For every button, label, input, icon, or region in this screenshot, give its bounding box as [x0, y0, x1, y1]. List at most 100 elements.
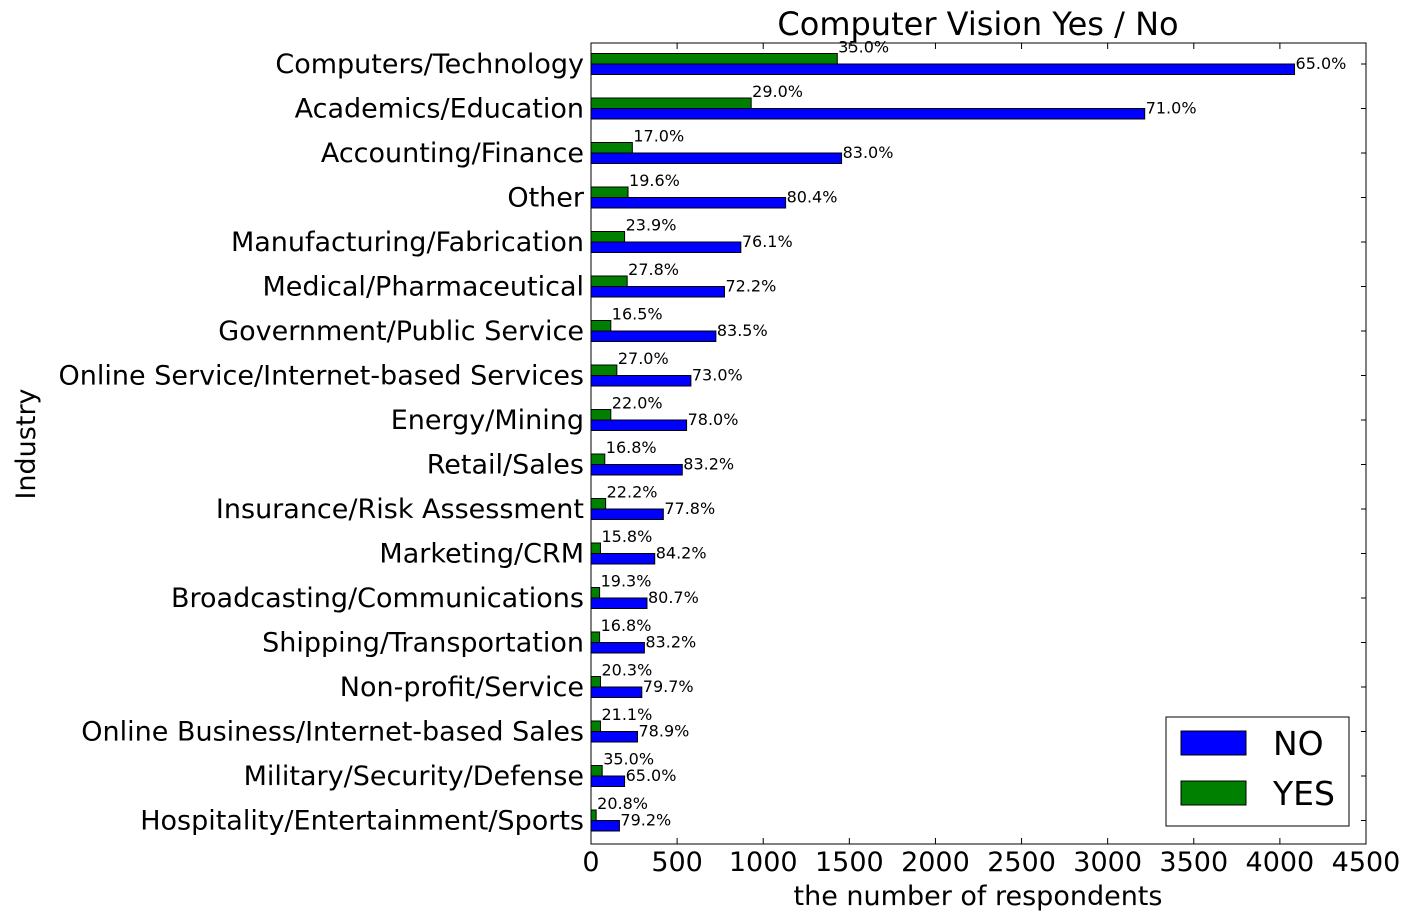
legend-label: NO	[1273, 724, 1324, 763]
bar-yes	[590, 587, 601, 599]
bar-no	[590, 686, 643, 698]
y-axis-label: Industry	[11, 388, 42, 499]
category-label: Academics/Education	[295, 94, 584, 125]
bar-yes	[590, 453, 606, 465]
data-label-no: 83.2%	[645, 633, 696, 652]
data-label-yes: 20.8%	[597, 794, 648, 813]
bar-yes	[590, 231, 626, 243]
bar-no	[590, 197, 787, 209]
data-label-yes: 23.9%	[626, 216, 677, 235]
legend-box	[1165, 716, 1350, 827]
bar-no	[590, 330, 717, 342]
category-label: Broadcasting/Communications	[171, 583, 584, 614]
bar-yes	[590, 676, 601, 688]
data-label-no: 79.7%	[643, 677, 694, 696]
bar-no	[590, 597, 648, 609]
data-label-no: 83.0%	[843, 143, 894, 162]
x-tick-label: 500	[651, 847, 703, 878]
bar-no	[590, 508, 664, 520]
bar-yes	[590, 498, 607, 510]
plot-frame	[590, 42, 1367, 845]
chart-title: Computer Vision Yes / No	[777, 5, 1178, 43]
bar-yes	[590, 53, 838, 65]
category-label: Energy/Mining	[391, 405, 584, 436]
data-label-no: 78.9%	[639, 722, 690, 741]
bar-no	[590, 419, 688, 431]
category-label: Accounting/Finance	[321, 138, 584, 169]
data-label-no: 65.0%	[626, 766, 677, 785]
category-label: Online Business/Internet-based Sales	[81, 717, 584, 748]
bar-yes	[590, 765, 603, 777]
data-label-yes: 16.8%	[601, 616, 652, 635]
bar-no	[590, 642, 645, 654]
bar-yes	[590, 97, 752, 109]
data-label-no: 84.2%	[656, 544, 707, 563]
x-tick-label: 4000	[1246, 847, 1315, 878]
bar-no	[590, 375, 692, 387]
bar-no	[590, 464, 683, 476]
bar-no	[590, 63, 1296, 75]
bar-no	[590, 553, 656, 565]
plot-area: Computers/Technology 35.0% 65.0% Academics/…	[59, 38, 1401, 879]
x-axis-label: the number of respondents	[794, 881, 1163, 912]
legend: NO YES	[1165, 716, 1350, 827]
data-label-no: 83.2%	[683, 455, 734, 474]
x-tick-label: 1000	[729, 847, 798, 878]
category-label: Manufacturing/Fabrication	[231, 227, 584, 258]
x-tick-label: 4500	[1332, 847, 1401, 878]
x-tick-label: 3500	[1159, 847, 1228, 878]
category-label: Other	[507, 183, 585, 214]
data-label-yes: 20.3%	[601, 661, 652, 680]
data-label-yes: 16.5%	[612, 305, 663, 324]
category-label: Non-profit/Service	[340, 672, 584, 703]
data-label-yes: 19.3%	[601, 572, 652, 591]
x-tick-label: 1500	[815, 847, 884, 878]
bar-yes	[590, 542, 601, 554]
bar-yes	[590, 720, 601, 732]
data-label-no: 78.0%	[688, 410, 739, 429]
category-label: Computers/Technology	[275, 49, 584, 80]
bar-no	[590, 820, 620, 832]
data-label-yes: 27.0%	[618, 349, 669, 368]
data-label-yes: 29.0%	[752, 82, 803, 101]
x-tick-label: 0	[582, 847, 599, 878]
legend-swatch	[1180, 780, 1247, 806]
bar-yes	[590, 809, 597, 821]
data-label-yes: 22.0%	[612, 394, 663, 413]
category-label: Insurance/Risk Assessment	[216, 494, 584, 525]
data-label-yes: 27.8%	[628, 260, 679, 279]
category-label: Medical/Pharmaceutical	[263, 272, 585, 303]
data-label-no: 71.0%	[1146, 99, 1197, 118]
bar-yes	[590, 275, 628, 287]
bar-no	[590, 286, 725, 298]
bar-yes	[590, 320, 612, 332]
category-label: Shipping/Transportation	[262, 628, 584, 659]
category-label: Online Service/Internet-based Services	[59, 361, 584, 392]
data-label-no: 80.7%	[648, 588, 699, 607]
legend-swatch	[1180, 730, 1247, 756]
bar-no	[590, 241, 742, 253]
data-label-yes: 16.8%	[606, 438, 657, 457]
bar-yes	[590, 186, 629, 198]
category-label: Government/Public Service	[218, 316, 584, 347]
legend-label: YES	[1272, 774, 1335, 813]
data-label-no: 83.5%	[717, 321, 768, 340]
category-label: Hospitality/Entertainment/Sports	[140, 806, 584, 837]
data-label-yes: 17.0%	[633, 127, 684, 146]
data-label-yes: 35.0%	[838, 38, 889, 57]
category-label: Marketing/CRM	[379, 539, 584, 570]
data-label-no: 79.2%	[620, 811, 671, 830]
category-label: Retail/Sales	[427, 450, 584, 481]
bar-no	[590, 775, 626, 787]
x-tick-label: 2000	[901, 847, 970, 878]
data-label-no: 72.2%	[725, 277, 776, 296]
data-label-yes: 19.6%	[629, 171, 680, 190]
bar-yes	[590, 631, 601, 643]
data-label-no: 76.1%	[742, 232, 793, 251]
x-tick-label: 2500	[987, 847, 1056, 878]
data-label-no: 80.4%	[787, 188, 838, 207]
bar-no	[590, 731, 638, 743]
data-label-yes: 22.2%	[607, 483, 658, 502]
data-label-no: 73.0%	[692, 366, 743, 385]
